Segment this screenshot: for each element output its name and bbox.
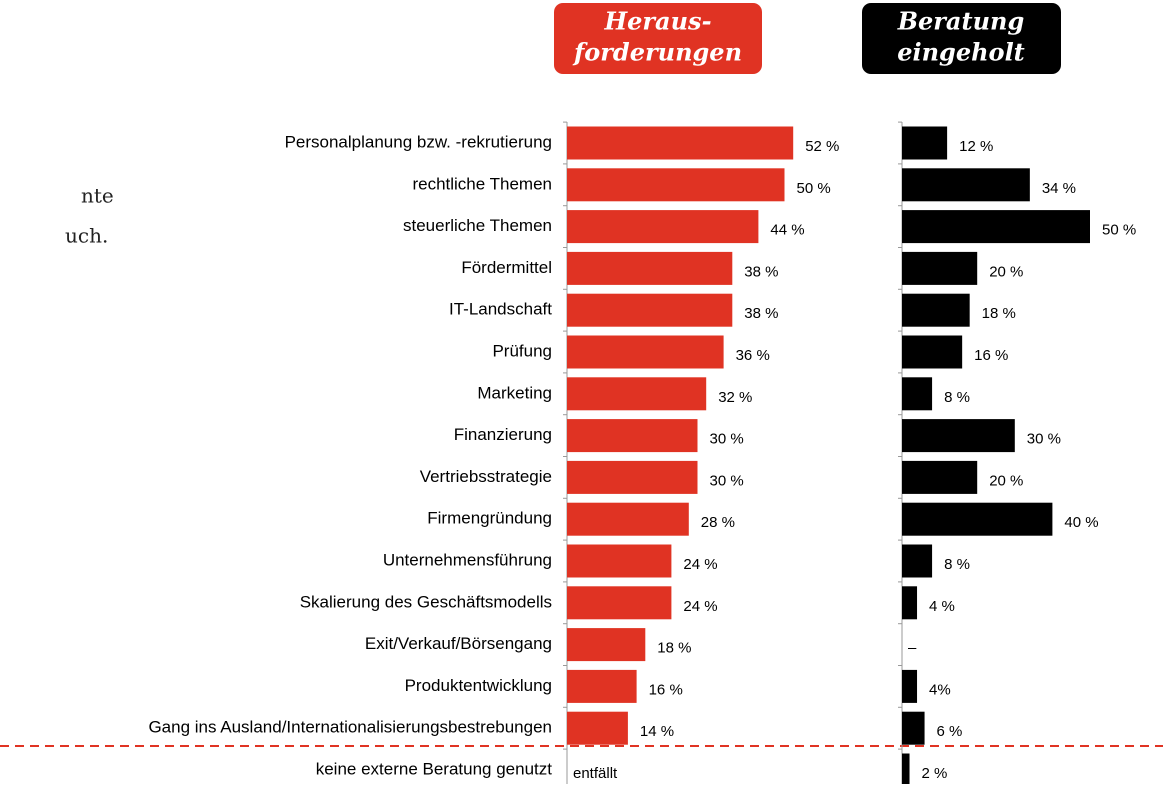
category-label: Fördermittel xyxy=(461,258,552,277)
value-label: 40 % xyxy=(1064,514,1098,531)
category-label: Personalplanung bzw. -rekrutierung xyxy=(285,132,552,151)
bar xyxy=(902,544,933,578)
category-label: steuerliche Themen xyxy=(403,216,552,235)
category-label: Finanzierung xyxy=(454,425,552,444)
side-text: nte xyxy=(81,184,114,208)
bar xyxy=(902,126,948,160)
value-label: 18 % xyxy=(982,305,1016,322)
value-label: 32 % xyxy=(718,389,752,406)
category-label: Vertriebsstrategie xyxy=(420,467,552,486)
bar xyxy=(902,753,910,787)
category-label: Prüfung xyxy=(492,341,552,360)
bar xyxy=(567,210,759,244)
value-label: 30 % xyxy=(710,431,744,448)
bar xyxy=(567,711,628,745)
value-label: 20 % xyxy=(989,472,1023,489)
bar xyxy=(567,293,733,327)
value-label: 12 % xyxy=(959,138,993,155)
value-label: 24 % xyxy=(683,556,717,573)
value-label: 38 % xyxy=(744,263,778,280)
category-label: IT-Landschaft xyxy=(449,300,552,319)
category-label: keine externe Beratung genutzt xyxy=(316,759,553,778)
value-label: 6 % xyxy=(937,723,963,740)
category-label: Firmengründung xyxy=(427,509,552,528)
bar xyxy=(902,377,933,411)
bar xyxy=(567,335,724,369)
header-box xyxy=(862,3,1061,74)
bar xyxy=(902,669,918,703)
value-label: 16 % xyxy=(974,347,1008,364)
bar xyxy=(902,586,918,620)
value-label: entfällt xyxy=(573,765,618,782)
category-label: Exit/Verkauf/Börsengang xyxy=(365,634,552,653)
value-label: 38 % xyxy=(744,305,778,322)
bar xyxy=(902,335,963,369)
value-label: 30 % xyxy=(1027,431,1061,448)
bar xyxy=(567,628,646,662)
header-box xyxy=(554,3,762,74)
bar xyxy=(567,502,689,536)
bar xyxy=(567,126,794,160)
category-label: Skalierung des Geschäftsmodells xyxy=(300,592,552,611)
category-label: Gang ins Ausland/Internationalisierungsb… xyxy=(148,718,552,737)
value-label: 50 % xyxy=(797,180,831,197)
side-text: uch. xyxy=(65,224,108,248)
value-label: 4% xyxy=(929,681,951,698)
bar xyxy=(902,502,1053,536)
value-label: 14 % xyxy=(640,723,674,740)
bar xyxy=(567,460,698,494)
bar xyxy=(567,419,698,453)
value-label: 4 % xyxy=(929,598,955,615)
bar xyxy=(902,251,978,285)
bar xyxy=(902,293,970,327)
bar xyxy=(567,377,707,411)
value-label: 50 % xyxy=(1102,222,1136,239)
category-label: rechtliche Themen xyxy=(412,174,552,193)
value-label: 44 % xyxy=(770,222,804,239)
bar xyxy=(567,586,672,620)
bar xyxy=(567,168,785,202)
header-label: Heraus- xyxy=(603,7,711,36)
bar xyxy=(902,210,1090,244)
header-label: Beratung xyxy=(897,7,1025,36)
value-label: 24 % xyxy=(683,598,717,615)
bar xyxy=(567,669,637,703)
value-label: 28 % xyxy=(701,514,735,531)
header-label: eingeholt xyxy=(897,38,1025,67)
value-label: 8 % xyxy=(944,556,970,573)
bar xyxy=(902,711,925,745)
value-label: – xyxy=(908,640,917,657)
value-label: 16 % xyxy=(649,681,683,698)
value-label: 30 % xyxy=(710,472,744,489)
bar xyxy=(902,168,1030,202)
value-label: 20 % xyxy=(989,263,1023,280)
value-label: 34 % xyxy=(1042,180,1076,197)
category-label: Marketing xyxy=(477,383,552,402)
category-label: Unternehmensführung xyxy=(383,550,552,569)
bar xyxy=(902,460,978,494)
bar xyxy=(902,419,1015,453)
category-label: Produktentwicklung xyxy=(405,676,552,695)
bar xyxy=(567,251,733,285)
value-label: 52 % xyxy=(805,138,839,155)
value-label: 2 % xyxy=(922,765,948,782)
header-label: forderungen xyxy=(572,38,742,67)
value-label: 18 % xyxy=(657,640,691,657)
value-label: 8 % xyxy=(944,389,970,406)
bar xyxy=(567,544,672,578)
value-label: 36 % xyxy=(736,347,770,364)
